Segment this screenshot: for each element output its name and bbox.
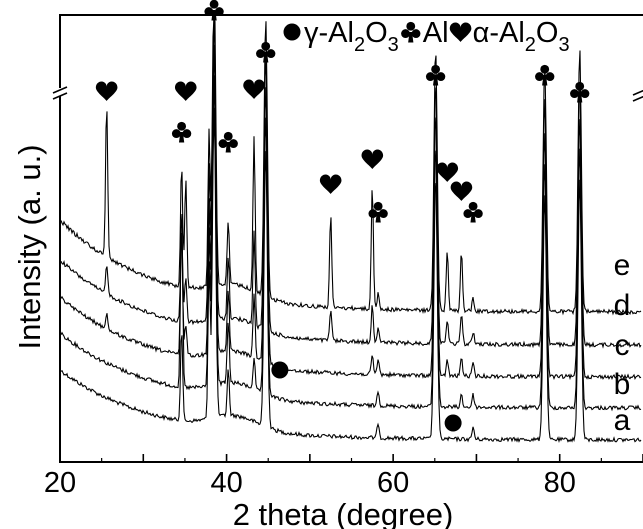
series-label-d: d: [614, 289, 631, 322]
legend: γ-Al2O3 Al α-Al2O3: [283, 17, 570, 56]
axis-top: [59, 14, 643, 88]
series-c: c: [60, 44, 642, 381]
axes-frame: [52, 14, 643, 463]
al-marker: [425, 64, 446, 86]
legend-heart-icon: [449, 22, 472, 42]
al-marker: [368, 201, 388, 223]
al-marker: [204, 0, 224, 21]
al-marker: [171, 121, 192, 143]
legend-club-icon: [401, 21, 421, 43]
trace-c: [60, 44, 642, 381]
al-marker: [570, 81, 590, 103]
alpha-al2o3-marker: [243, 79, 265, 99]
series-a: a: [60, 107, 642, 444]
legend-item: Al: [401, 17, 449, 49]
series-label-b: b: [614, 368, 631, 401]
al-marker: [256, 41, 276, 63]
legend-item: α-Al2O3: [449, 17, 570, 56]
legend-label: α-Al2O3: [473, 17, 570, 56]
series-label-e: e: [614, 249, 631, 282]
series-e: e: [60, 16, 642, 316]
alpha-al2o3-marker: [319, 174, 342, 194]
alpha-al2o3-marker: [174, 81, 197, 101]
axis-break-left: [52, 86, 68, 100]
trace-d: [60, 16, 642, 349]
axis-break-right: [632, 89, 643, 102]
gamma-al2o3-marker: [444, 414, 462, 432]
series-d: d: [60, 16, 642, 349]
x-axis-label: 2 theta (degree): [233, 497, 454, 529]
series-b: b: [60, 75, 642, 412]
x-tick-label: 60: [377, 467, 409, 499]
x-tick-label: 20: [44, 467, 76, 499]
legend-item: γ-Al2O3: [283, 17, 399, 56]
al-marker: [218, 131, 238, 153]
alpha-al2o3-marker: [450, 181, 473, 201]
alpha-al2o3-marker: [95, 81, 118, 101]
al-marker: [535, 64, 555, 86]
trace-a: [60, 107, 642, 444]
phase-markers: [95, 0, 590, 432]
al-marker: [463, 201, 483, 223]
x-ticks: 20 40 60 80: [44, 454, 643, 499]
series-label-a: a: [614, 404, 631, 437]
legend-label: γ-Al2O3: [304, 17, 399, 56]
trace-e: [60, 16, 642, 316]
legend-circle-icon: [283, 23, 301, 41]
trace-b: [60, 75, 642, 412]
gamma-al2o3-marker: [271, 361, 289, 379]
legend-label: Al: [423, 17, 449, 49]
alpha-al2o3-marker: [361, 149, 384, 169]
x-tick-label: 40: [210, 467, 242, 499]
y-axis-label: Intensity (a. u.): [12, 144, 47, 349]
x-tick-label: 80: [544, 467, 576, 499]
alpha-al2o3-marker: [436, 162, 459, 182]
